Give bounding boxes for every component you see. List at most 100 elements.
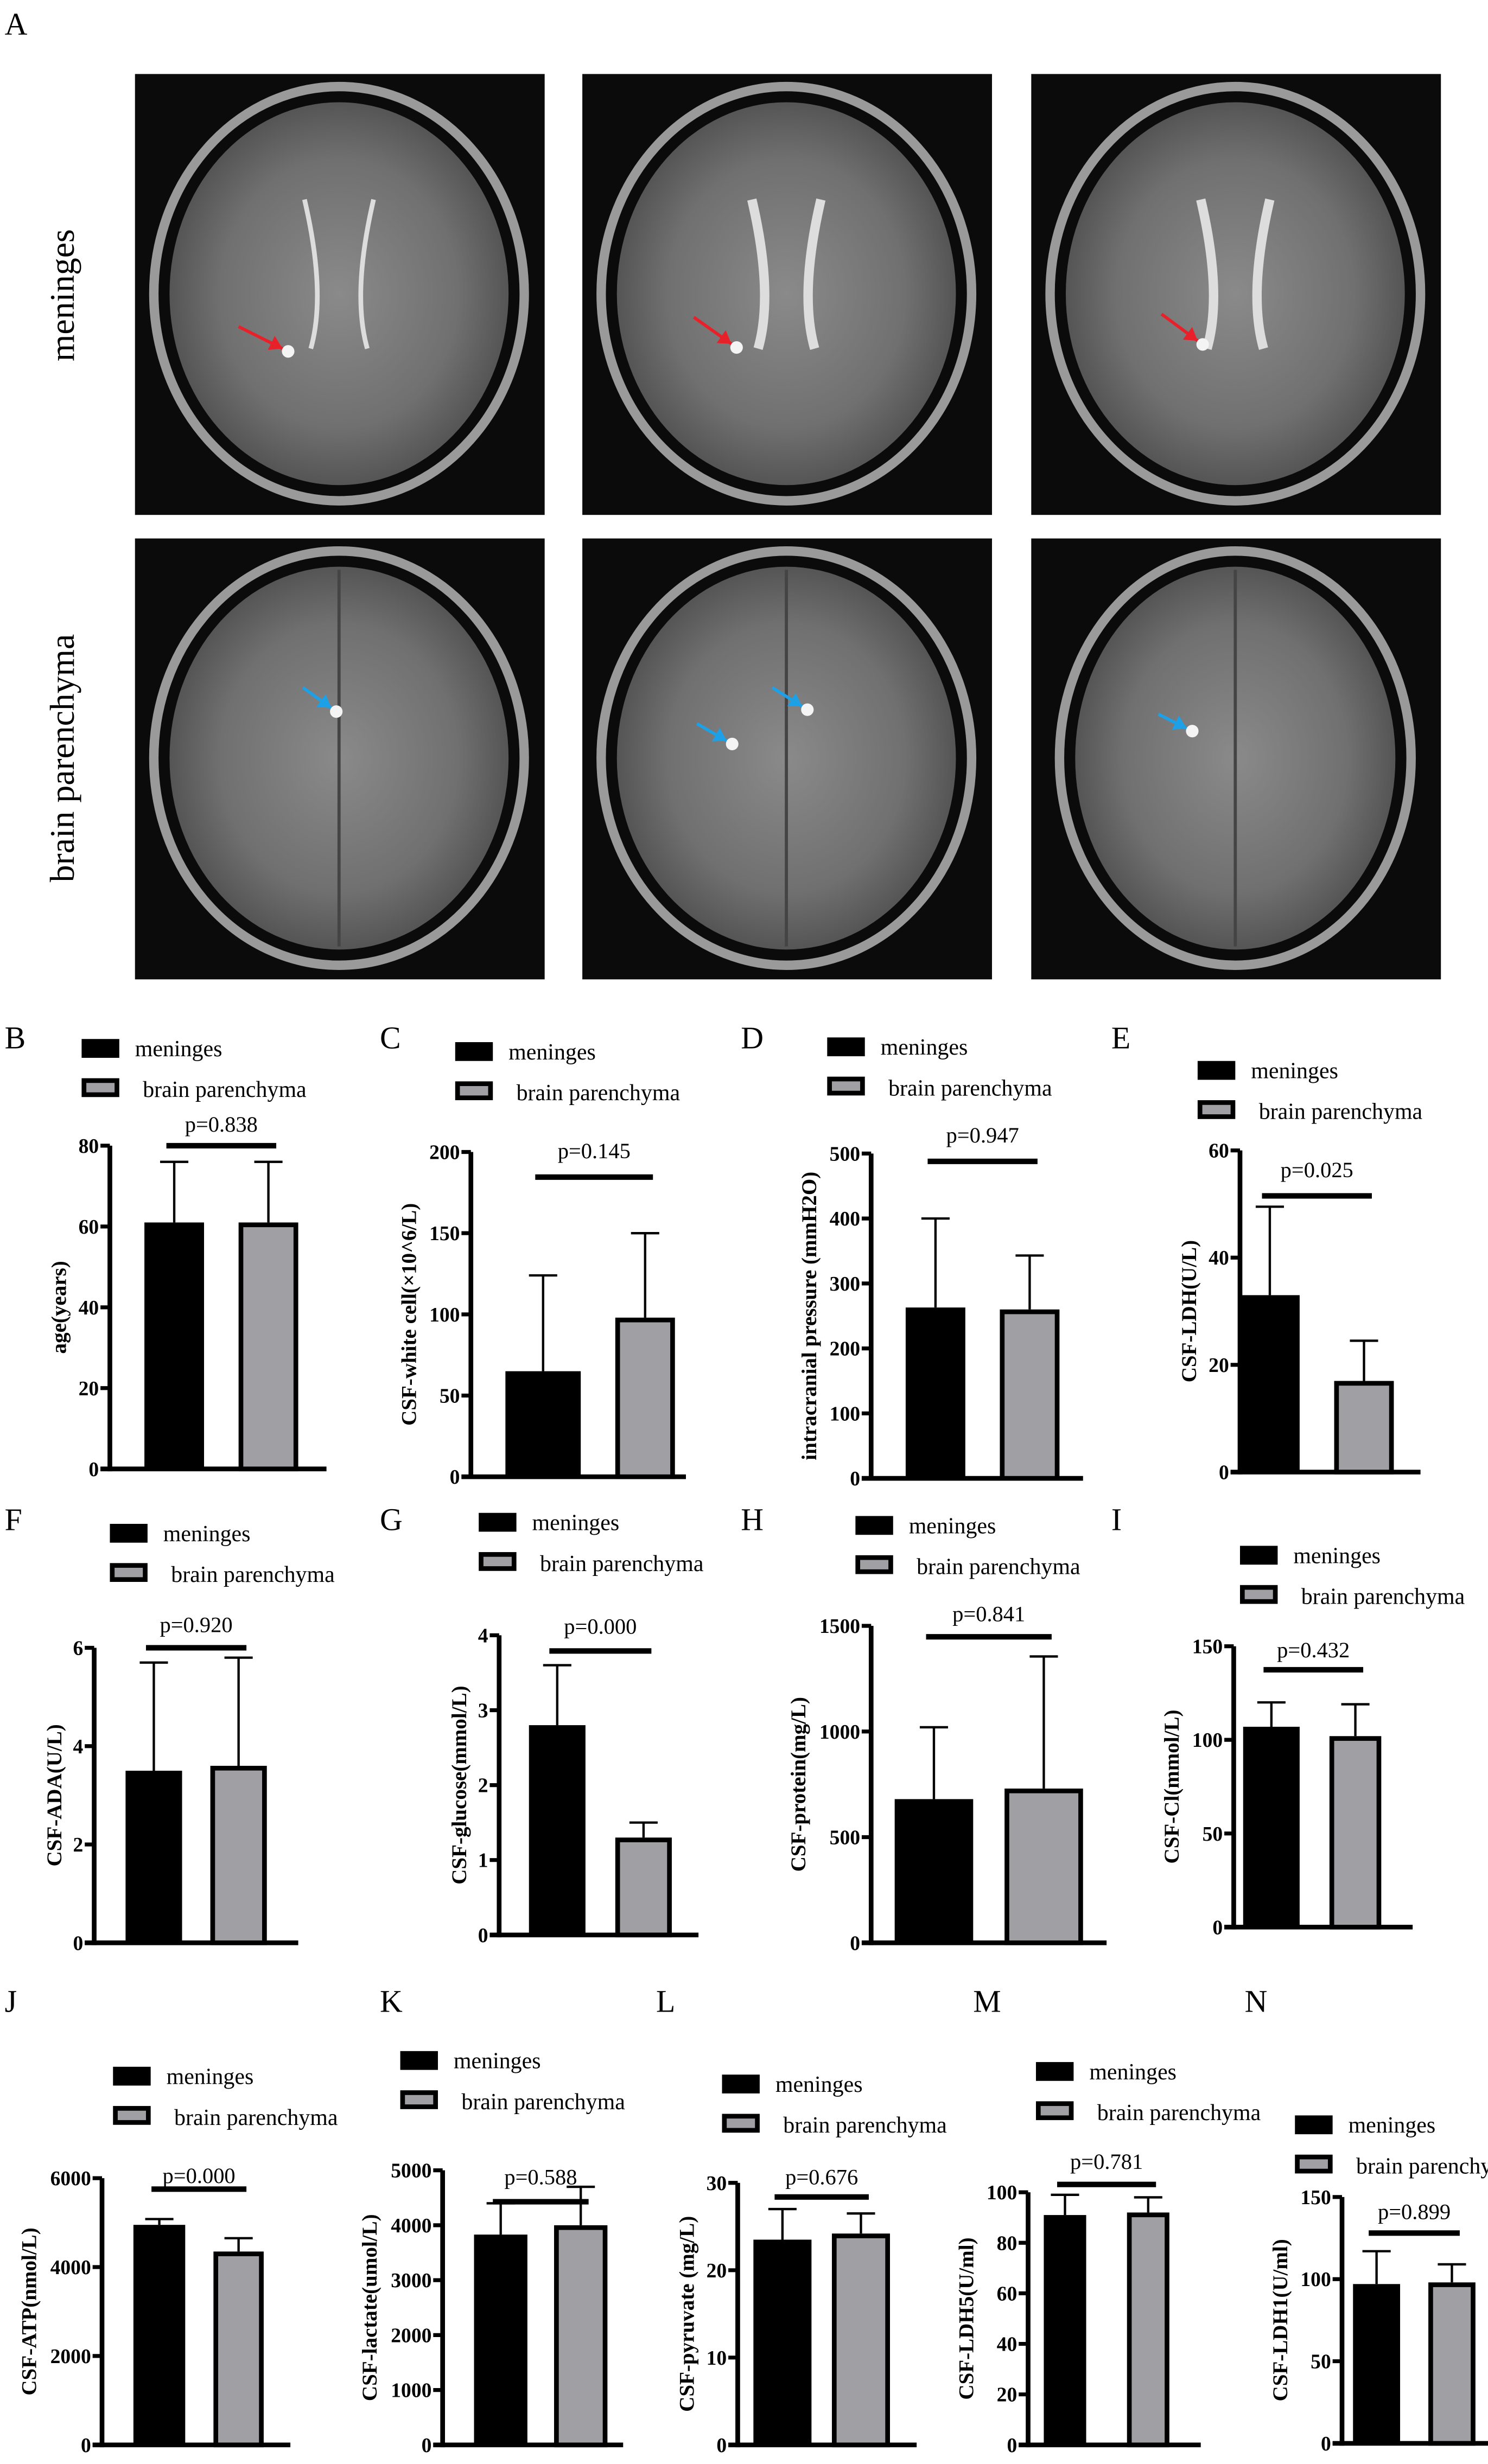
lesion	[282, 345, 295, 358]
bar-meninges	[1044, 2215, 1086, 2445]
p-value-label: p=0.947	[946, 1123, 1019, 1147]
skull-ring	[1045, 81, 1426, 506]
arrowhead-icon	[787, 693, 803, 707]
bar-meninges	[133, 2225, 186, 2445]
legend-label-brain-parenchyma: brain parenchyma	[1356, 2154, 1488, 2179]
bar-brain-parenchyma	[1004, 1788, 1083, 1945]
bar-brain-parenchyma	[615, 1837, 672, 1938]
panel-letter: C	[380, 1020, 401, 1056]
y-tick-label: 2000	[391, 2324, 431, 2347]
legend-swatch-meninges	[827, 1037, 865, 1057]
bar-meninges	[894, 1799, 974, 1943]
bar-brain-parenchyma	[1334, 1381, 1394, 1474]
bar-meninges	[1243, 1727, 1300, 1927]
skull-ring	[1054, 546, 1416, 970]
bar-brain-parenchyma	[1127, 2212, 1169, 2448]
y-tick-label: 4	[73, 1735, 84, 1758]
y-tick-label: 3000	[391, 2269, 431, 2292]
lesion	[730, 341, 743, 354]
y-tick-label: 100	[830, 1402, 860, 1425]
y-tick-label: 50	[440, 1385, 460, 1408]
bar-brain-parenchyma	[831, 2233, 890, 2448]
mri-image	[135, 74, 545, 515]
lesion	[726, 737, 739, 751]
mri-image	[582, 74, 992, 515]
legend-swatch-brain-parenchyma	[455, 1081, 493, 1101]
row-label-brain-parenchyma: brain parenchyma	[43, 634, 81, 883]
p-value-label: p=0.676	[785, 2165, 858, 2189]
y-tick-label: 100	[987, 2181, 1017, 2204]
legend-label-meninges: meninges	[167, 2065, 254, 2090]
y-tick-label: 150	[1192, 1636, 1223, 1658]
y-tick-label: 60	[79, 1216, 99, 1239]
legend-label-meninges: meninges	[1251, 1059, 1338, 1084]
y-tick-label: 0	[81, 2434, 91, 2457]
bar-meninges	[125, 1771, 182, 1943]
skull-ring	[596, 81, 977, 506]
y-tick-label: 50	[1203, 1823, 1223, 1846]
y-tick-label: 80	[79, 1135, 99, 1158]
legend-swatch-brain-parenchyma	[1035, 2101, 1074, 2121]
y-tick-label: 200	[429, 1141, 460, 1164]
p-value-label: p=0.899	[1378, 2199, 1451, 2224]
legend-label-meninges: meninges	[1293, 1543, 1381, 1568]
y-tick-label: 1000	[819, 1721, 860, 1744]
legend-swatch-meninges	[1295, 2115, 1333, 2135]
mri-image	[1031, 74, 1441, 515]
brain-tissue	[616, 102, 956, 486]
ventricle	[302, 199, 376, 349]
bar-meninges	[144, 1222, 205, 1469]
y-tick-label: 0	[850, 1467, 860, 1490]
panel-letter: L	[656, 1984, 675, 2019]
mri-panel-grid	[135, 74, 1441, 980]
legend-label-meninges: meninges	[775, 2072, 863, 2097]
panel-letter: J	[5, 1984, 17, 2019]
skull-ring	[149, 81, 529, 506]
legend-label-brain-parenchyma: brain parenchyma	[1097, 2101, 1261, 2125]
arrowhead-icon	[1182, 327, 1198, 341]
skull-ring	[149, 546, 529, 970]
p-value-label: p=0.838	[185, 1112, 258, 1137]
legend-swatch-brain-parenchyma	[1240, 1585, 1278, 1604]
y-tick-label: 2	[73, 1834, 84, 1856]
legend-swatch-brain-parenchyma	[722, 2114, 760, 2133]
y-axis-label: CSF-glucose(mmol/L)	[448, 1686, 471, 1884]
arrowhead-icon	[716, 330, 732, 344]
panel-letter: K	[380, 1984, 403, 2019]
lesion	[1186, 725, 1199, 738]
legend-swatch-meninges	[1197, 1061, 1236, 1080]
y-tick-label: 150	[1300, 2186, 1331, 2209]
y-tick-label: 2	[478, 1774, 488, 1797]
y-axis-label: CSF-LDH5(U/ml)	[955, 2237, 978, 2399]
legend-swatch-brain-parenchyma	[479, 1552, 517, 1571]
legend-label-brain-parenchyma: brain parenchyma	[174, 2105, 338, 2130]
p-value-label: p=0.025	[1281, 1158, 1353, 1182]
legend-swatch-meninges	[113, 2066, 151, 2086]
y-axis-label: CSF-ATP(nmol/L)	[18, 2227, 41, 2395]
y-axis-label: CSF-white cell(×10^6/L)	[397, 1203, 421, 1426]
y-tick-label: 4	[478, 1624, 488, 1647]
panel-letter: B	[5, 1020, 26, 1056]
bar-brain-parenchyma	[615, 1317, 675, 1479]
y-tick-label: 20	[79, 1377, 99, 1400]
y-axis-label: CSF-lactate(umol/L)	[358, 2214, 381, 2401]
p-value-label: p=0.920	[160, 1613, 232, 1637]
y-tick-label: 0	[716, 2434, 727, 2457]
legend-label-meninges: meninges	[1349, 2113, 1436, 2138]
p-value-label: p=0.781	[1070, 2149, 1143, 2174]
p-value-label: p=0.145	[558, 1139, 631, 1163]
y-tick-label: 40	[1209, 1247, 1229, 1269]
y-tick-label: 0	[850, 1932, 860, 1955]
y-tick-label: 80	[997, 2232, 1018, 2255]
bar-meninges	[1240, 1295, 1300, 1472]
